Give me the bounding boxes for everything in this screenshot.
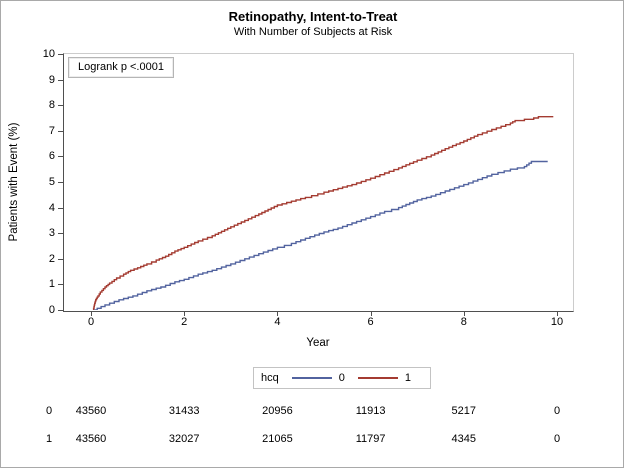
y-tick-mark xyxy=(58,54,63,55)
legend-entry-label-group1: 1 xyxy=(404,372,411,384)
y-tick-mark xyxy=(58,79,63,81)
legend-title: hcq xyxy=(261,372,279,384)
y-tick-label: 6 xyxy=(48,150,55,163)
y-tick-label: 5 xyxy=(48,176,55,188)
y-tick-label: 0 xyxy=(48,304,55,316)
legend-line-swatch-group1 xyxy=(357,377,398,379)
risk-value: 20956 xyxy=(262,405,293,417)
y-tick-mark xyxy=(58,207,63,209)
x-tick-label: 2 xyxy=(181,316,188,328)
y-tick-label: 3 xyxy=(48,227,55,240)
x-tick-mark xyxy=(91,311,92,316)
y-tick-label: 7 xyxy=(48,124,55,137)
y-tick-label: 9 xyxy=(48,73,55,86)
x-tick-mark xyxy=(370,311,372,316)
risk-row-label: 1 xyxy=(45,433,53,445)
risk-value: 32027 xyxy=(168,433,200,445)
x-tick-mark xyxy=(184,311,186,316)
x-tick-label: 8 xyxy=(460,316,467,328)
y-tick-label: 10 xyxy=(42,48,55,60)
legend-entry-label-group0: 0 xyxy=(338,372,345,384)
risk-value: 5217 xyxy=(451,405,477,417)
y-tick-mark xyxy=(58,284,63,286)
plot-area xyxy=(63,53,574,312)
y-tick-label: 4 xyxy=(48,201,55,214)
y-tick-label: 1 xyxy=(48,278,55,291)
risk-value: 0 xyxy=(553,433,561,445)
y-tick-label: 8 xyxy=(48,99,55,112)
y-tick-label: 2 xyxy=(48,252,55,265)
y-tick-mark xyxy=(58,105,63,107)
y-axis-label: Patients with Event (%) xyxy=(8,122,20,242)
logrank-annotation: Logrank p <.0001 xyxy=(68,57,174,78)
risk-value: 4345 xyxy=(451,433,477,445)
risk-value: 43560 xyxy=(75,405,107,417)
risk-value: 11913 xyxy=(355,405,386,417)
legend-box: hcq 0 1 xyxy=(253,367,431,389)
km-curves xyxy=(92,116,554,310)
risk-value: 31433 xyxy=(168,405,200,417)
chart-title: Retinopathy, Intent-to-Treat xyxy=(228,9,398,24)
x-tick-mark xyxy=(277,311,279,316)
km-curve-group0 xyxy=(93,160,548,310)
chart-subtitle: With Number of Subjects at Risk xyxy=(233,26,393,38)
y-tick-mark xyxy=(58,310,63,311)
x-tick-label: 6 xyxy=(367,316,374,328)
risk-value: 0 xyxy=(553,405,561,417)
legend-line-swatch-group0 xyxy=(291,377,332,379)
x-tick-mark xyxy=(557,311,558,316)
x-tick-label: 4 xyxy=(274,316,281,328)
risk-value: 11797 xyxy=(355,433,386,445)
x-tick-label: 10 xyxy=(550,316,564,328)
y-tick-mark xyxy=(58,156,63,158)
y-tick-mark xyxy=(58,258,63,260)
y-tick-mark xyxy=(58,182,63,183)
x-tick-mark xyxy=(463,311,465,316)
risk-value: 21065 xyxy=(262,433,293,445)
km-curve-group1 xyxy=(92,116,554,310)
risk-row-label: 0 xyxy=(45,405,53,417)
y-tick-mark xyxy=(58,233,63,235)
x-axis-label: Year xyxy=(306,337,330,349)
risk-value: 43560 xyxy=(75,433,107,445)
x-tick-label: 0 xyxy=(87,316,95,328)
y-tick-mark xyxy=(58,130,63,132)
